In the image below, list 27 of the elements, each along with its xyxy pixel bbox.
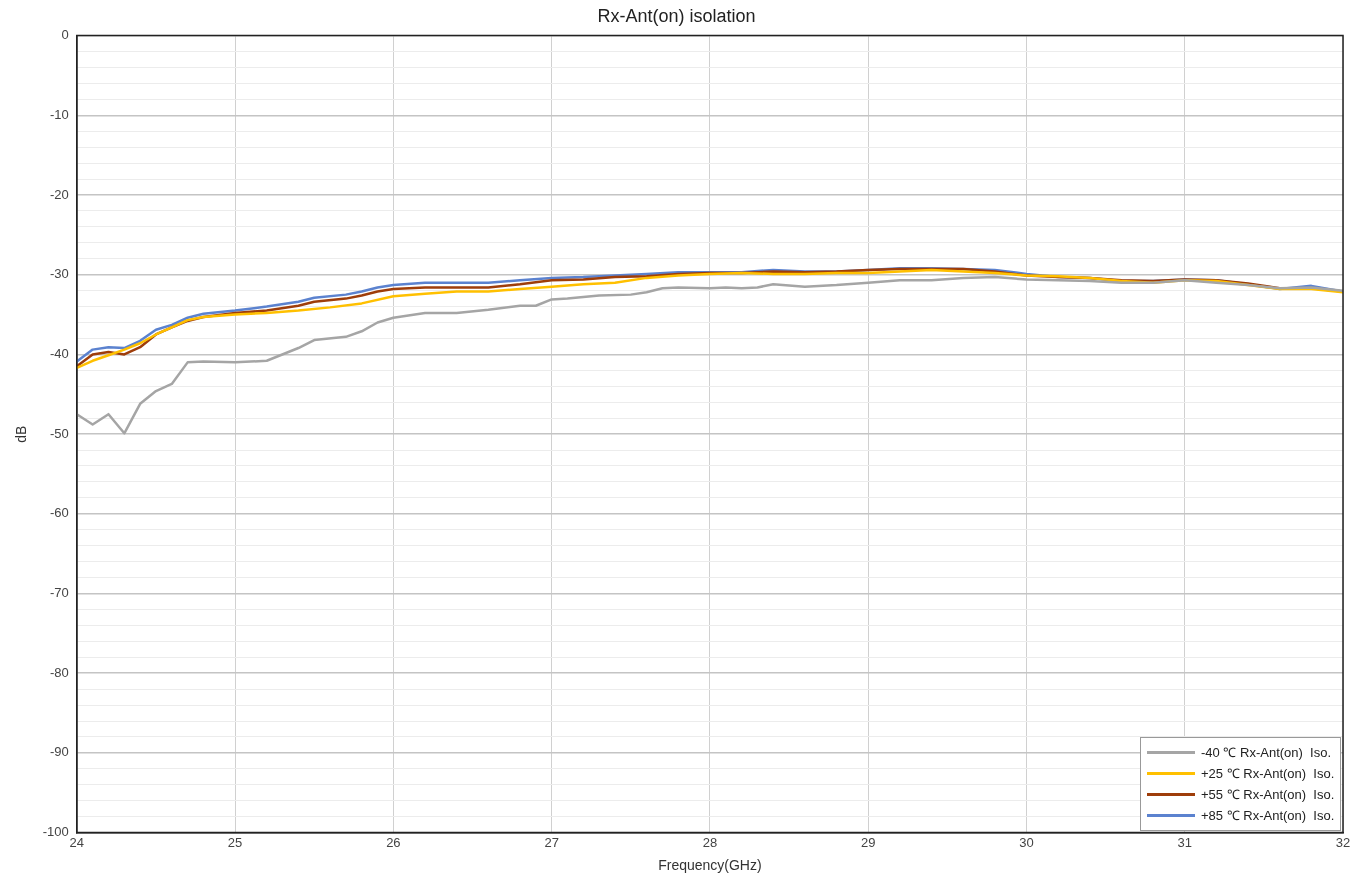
y-tick-label: -30 (50, 266, 69, 282)
y-tick-label: -60 (50, 505, 69, 521)
legend-label: +25 ℃ Rx-Ant(on) Iso. (1201, 765, 1335, 783)
y-tick-label: -100 (42, 824, 69, 840)
x-axis-title: Frequency(GHz) (658, 857, 762, 874)
x-tick-label: 24 (69, 834, 85, 850)
x-tick-label: 27 (544, 834, 559, 850)
chart-title: Rx-Ant(on) isolation (597, 5, 756, 26)
legend-label: +85 ℃ Rx-Ant(on) Iso. (1201, 807, 1335, 825)
y-tick-label: -90 (50, 744, 69, 760)
y-tick-label: -80 (50, 664, 69, 680)
x-tick-label: 30 (1019, 834, 1034, 850)
y-tick-label: 0 (61, 27, 69, 43)
y-tick-label: -70 (50, 585, 69, 601)
y-axis-title: dB (13, 425, 30, 443)
x-tick-label: 26 (386, 834, 401, 850)
y-tick-label: -50 (50, 425, 69, 441)
y-tick-label: -10 (50, 106, 69, 122)
x-tick-label: 25 (227, 834, 243, 850)
x-tick-label: 32 (1335, 834, 1351, 850)
legend-label: +55 ℃ Rx-Ant(on) Iso. (1201, 786, 1335, 804)
legend-label: -40 ℃ Rx-Ant(on) Iso. (1201, 744, 1332, 762)
x-tick-label: 31 (1177, 834, 1192, 850)
y-tick-label: -40 (50, 345, 69, 361)
x-tick-label: 29 (860, 834, 876, 850)
x-tick-label: 28 (702, 834, 718, 850)
y-tick-label: -20 (50, 186, 69, 202)
